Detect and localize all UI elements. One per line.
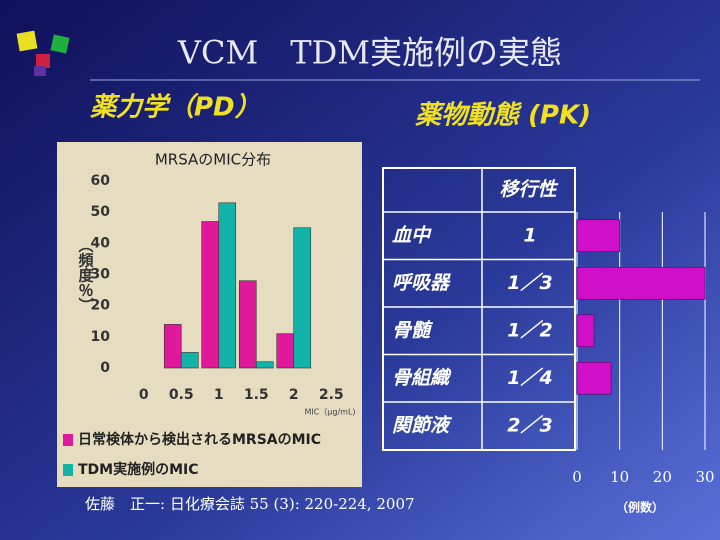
table-cell: 骨組織	[392, 367, 452, 389]
y-tick-label: 60	[91, 173, 111, 189]
x-tick-label: 2.5	[319, 387, 344, 403]
slide-title: VCM TDM実施例の実態	[177, 34, 562, 72]
bar	[201, 221, 220, 369]
table-header: 移行性	[499, 179, 559, 201]
chart-title: MRSAのMIC分布	[155, 151, 271, 169]
table-cell: 骨髄	[392, 319, 434, 341]
bar	[238, 280, 257, 369]
bar	[576, 314, 595, 348]
table-cell: 呼吸器	[392, 272, 451, 294]
table-cell: 1／4	[507, 367, 552, 389]
table-cell: 関節液	[392, 414, 453, 436]
subtitle: 薬力学（PD）	[90, 93, 261, 123]
bar	[276, 333, 295, 369]
x-tick-label: 20	[653, 468, 672, 486]
table-cell: 2／3	[507, 414, 552, 436]
bar	[163, 324, 182, 369]
x-tick-label: 0	[572, 468, 582, 486]
x-axis-label: （例数）	[616, 500, 664, 515]
y-tick-label: 30	[91, 267, 111, 283]
x-tick-label: 1.5	[244, 387, 269, 403]
y-tick-label: 0	[100, 360, 110, 376]
legend-swatch	[63, 434, 73, 446]
subtitle: 薬物動態 (PK)	[415, 101, 591, 131]
legend-label: TDM実施例のMIC	[78, 461, 199, 478]
logo	[16, 30, 70, 76]
bar	[576, 266, 706, 300]
x-tick-label: 10	[610, 468, 629, 486]
x-axis-label: MIC（μg/mL)	[304, 408, 355, 417]
legend-swatch	[63, 464, 73, 476]
bar	[218, 202, 237, 369]
x-tick-label: 0	[139, 387, 149, 403]
table-cell: 1	[523, 224, 536, 246]
table-cell: 血中	[392, 224, 432, 246]
y-tick-label: 20	[91, 298, 111, 314]
bar	[255, 361, 274, 369]
legend-label: 日常検体から検出されるMRSAのMIC	[78, 431, 321, 448]
table-cell: 1／3	[507, 272, 552, 294]
x-tick-label: 0.5	[169, 387, 194, 403]
x-tick-label: 30	[695, 468, 714, 486]
table	[382, 167, 576, 451]
bar	[180, 352, 199, 369]
y-tick-label: 40	[91, 235, 111, 251]
bar	[576, 219, 620, 253]
citation: 佐藤 正一: 日化療会誌 55 (3): 220-224, 2007	[85, 495, 415, 513]
bar	[293, 227, 312, 369]
x-tick-label: 2	[289, 387, 299, 403]
y-tick-label: 50	[91, 204, 111, 220]
x-tick-label: 1	[214, 387, 224, 403]
y-axis-label: （頻度％）	[77, 238, 95, 313]
bar	[576, 361, 612, 395]
y-tick-label: 10	[91, 329, 111, 345]
table-cell: 1／2	[507, 319, 552, 341]
